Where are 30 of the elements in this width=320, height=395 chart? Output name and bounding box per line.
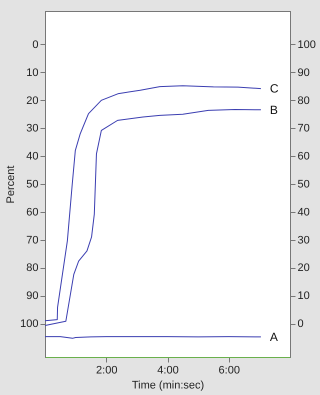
y2-tick-label: 40 [298, 206, 310, 218]
y-tick-label: 60 [26, 206, 38, 218]
y-tick-label: 100 [20, 318, 38, 330]
y-tick-label: 0 [32, 38, 38, 51]
y-tick-label: 90 [26, 290, 38, 302]
y2-tick-label: 20 [298, 262, 310, 274]
y2-tick-label: 10 [298, 290, 310, 302]
y2-tick-label: 90 [298, 66, 310, 79]
x-axis-title: Time (min:sec) [132, 380, 204, 392]
y2-tick-label: 50 [298, 178, 310, 190]
y-tick-label: 50 [26, 178, 38, 190]
x-tick-label: 2:00 [96, 364, 118, 376]
y-tick-label: 10 [26, 66, 38, 79]
y-tick-label: 30 [26, 122, 38, 135]
x-tick-label: 6:00 [218, 364, 240, 376]
y-tick-label: 80 [26, 262, 38, 274]
y-axis-title: Percent [5, 166, 18, 204]
y2-tick-label: 30 [298, 234, 310, 246]
y-tick-label: 20 [26, 94, 38, 107]
y2-tick-label: 60 [298, 150, 310, 163]
series-label: B [270, 102, 278, 117]
y-tick-label: 40 [26, 150, 38, 163]
series-label: A [270, 330, 278, 344]
y2-tick-label: 70 [298, 122, 310, 135]
x-tick-label: 4:00 [157, 364, 179, 376]
series-label: C [270, 82, 279, 96]
y-tick-label: 70 [26, 234, 38, 246]
y2-tick-label: 100 [298, 38, 316, 51]
y2-tick-label: 80 [298, 94, 310, 107]
y2-tick-label: 0 [298, 318, 304, 330]
